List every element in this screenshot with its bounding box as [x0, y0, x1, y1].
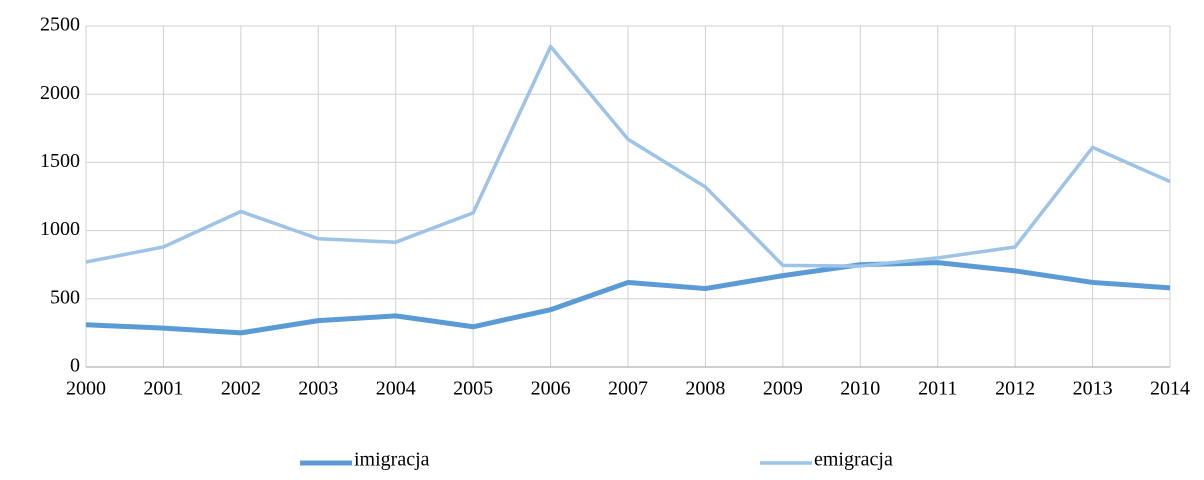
x-tick-label: 2010 [840, 378, 880, 400]
legend-label: imigracja [354, 449, 430, 471]
x-tick-label: 2006 [531, 378, 571, 400]
x-tick-label: 2000 [66, 378, 106, 400]
x-tick-label: 2004 [376, 378, 416, 400]
y-tick-label: 1500 [40, 150, 80, 172]
y-tick-label: 500 [50, 286, 80, 308]
x-tick-label: 2012 [995, 378, 1035, 400]
line-series [85, 260, 1171, 336]
x-tick-label: 2003 [298, 378, 338, 400]
x-tick-label: 2001 [143, 378, 183, 400]
x-tick-label: 2005 [453, 378, 493, 400]
x-tick-label: 2008 [685, 378, 725, 400]
x-tick-label: 2011 [918, 378, 957, 400]
x-tick-label: 2009 [763, 378, 803, 400]
legend-label: emigracja [814, 449, 893, 471]
x-tick-label: 2013 [1073, 378, 1113, 400]
y-tick-label: 2000 [40, 82, 80, 104]
x-tick-label: 2002 [221, 378, 261, 400]
y-tick-label: 2500 [40, 14, 80, 36]
y-tick-label: 1000 [40, 218, 80, 240]
line-series [85, 44, 1171, 268]
x-tick-label: 2014 [1150, 378, 1190, 400]
x-tick-label: 2007 [608, 378, 648, 400]
y-tick-label: 0 [70, 355, 80, 377]
